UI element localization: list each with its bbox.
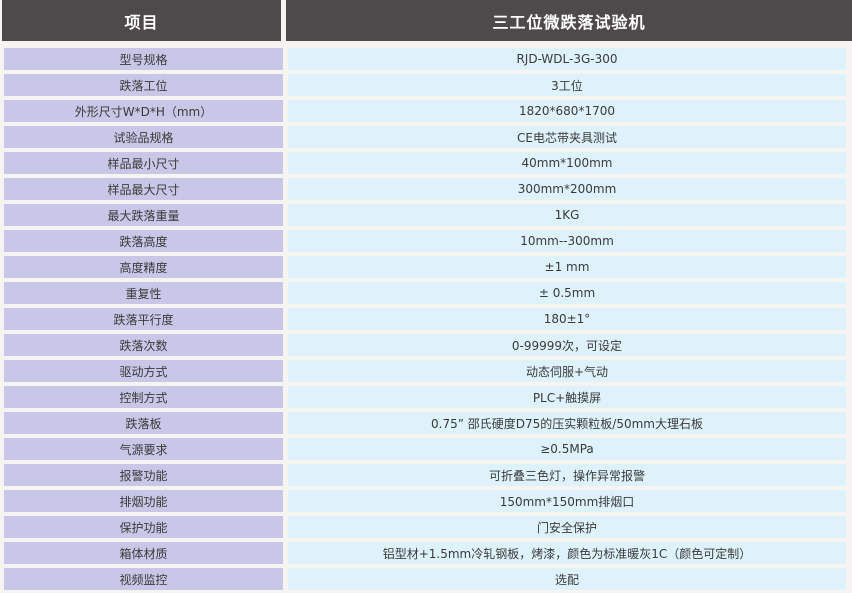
- spec-item-label: 跌落平行度: [4, 308, 283, 330]
- spec-value: 1820*680*1700: [288, 100, 846, 122]
- table-row: 箱体材质 铝型材+1.5mm冷轧钢板，烤漆，颜色为标准暖灰1C（颜色可定制）: [4, 542, 846, 564]
- spec-value: 40mm*100mm: [288, 152, 846, 174]
- table-header-row: 项目 三工位微跌落试验机: [0, 0, 852, 41]
- table-row: 试验品规格 CE电芯带夹具测试: [4, 126, 846, 148]
- spec-value: 300mm*200mm: [288, 178, 846, 200]
- spec-item-label: 跌落高度: [4, 230, 283, 252]
- spec-item-label: 驱动方式: [4, 360, 283, 382]
- spec-value: 选配: [288, 568, 846, 590]
- spec-value: CE电芯带夹具测试: [288, 126, 846, 148]
- spec-value: 150mm*150mm排烟口: [288, 490, 846, 512]
- spec-value: ± 0.5mm: [288, 282, 846, 304]
- spec-value: ±1 mm: [288, 256, 846, 278]
- spec-value: 180±1°: [288, 308, 846, 330]
- table-row: 控制方式 PLC+触摸屏: [4, 386, 846, 408]
- table-row: 重复性 ± 0.5mm: [4, 282, 846, 304]
- table-row: 视频监控 选配: [4, 568, 846, 590]
- spec-item-label: 样品最小尺寸: [4, 152, 283, 174]
- spec-value: RJD-WDL-3G-300: [288, 48, 846, 70]
- spec-value: 3工位: [288, 74, 846, 96]
- table-row: 跌落高度 10mm--300mm: [4, 230, 846, 252]
- spec-item-label: 试验品规格: [4, 126, 283, 148]
- spec-item-label: 型号规格: [4, 48, 283, 70]
- spec-item-label: 控制方式: [4, 386, 283, 408]
- spec-value: 0.75” 邵氏硬度D75的压实颗粒板/50mm大理石板: [288, 412, 846, 434]
- header-item-column: 项目: [2, 0, 281, 41]
- spec-value: 0-99999次，可设定: [288, 334, 846, 356]
- spec-item-label: 箱体材质: [4, 542, 283, 564]
- spec-item-label: 报警功能: [4, 464, 283, 486]
- table-body: 型号规格 RJD-WDL-3G-300 跌落工位 3工位 外形尺寸W*D*H（mm） 18…: [0, 48, 852, 590]
- spec-value: 动态伺服+气动: [288, 360, 846, 382]
- table-row: 样品最小尺寸 40mm*100mm: [4, 152, 846, 174]
- table-row: 跌落板 0.75” 邵氏硬度D75的压实颗粒板/50mm大理石板: [4, 412, 846, 434]
- spec-value: 门安全保护: [288, 516, 846, 538]
- spec-item-label: 最大跌落重量: [4, 204, 283, 226]
- spec-value: 1KG: [288, 204, 846, 226]
- spec-item-label: 跌落板: [4, 412, 283, 434]
- table-row: 驱动方式 动态伺服+气动: [4, 360, 846, 382]
- spec-item-label: 气源要求: [4, 438, 283, 460]
- spec-value: ≥0.5MPa: [288, 438, 846, 460]
- table-row: 保护功能 门安全保护: [4, 516, 846, 538]
- table-row: 报警功能 可折叠三色灯，操作异常报警: [4, 464, 846, 486]
- spec-value: 10mm--300mm: [288, 230, 846, 252]
- spec-value: 铝型材+1.5mm冷轧钢板，烤漆，颜色为标准暖灰1C（颜色可定制）: [288, 542, 846, 564]
- spec-item-label: 保护功能: [4, 516, 283, 538]
- table-row: 样品最大尺寸 300mm*200mm: [4, 178, 846, 200]
- table-row: 型号规格 RJD-WDL-3G-300: [4, 48, 846, 70]
- spec-item-label: 视频监控: [4, 568, 283, 590]
- table-row: 跌落工位 3工位: [4, 74, 846, 96]
- spec-item-label: 跌落次数: [4, 334, 283, 356]
- spec-item-label: 外形尺寸W*D*H（mm）: [4, 100, 283, 122]
- table-row: 跌落平行度 180±1°: [4, 308, 846, 330]
- spec-item-label: 跌落工位: [4, 74, 283, 96]
- table-row: 跌落次数 0-99999次，可设定: [4, 334, 846, 356]
- spec-item-label: 排烟功能: [4, 490, 283, 512]
- spec-value: 可折叠三色灯，操作异常报警: [288, 464, 846, 486]
- spec-item-label: 重复性: [4, 282, 283, 304]
- table-row: 高度精度 ±1 mm: [4, 256, 846, 278]
- table-row: 排烟功能 150mm*150mm排烟口: [4, 490, 846, 512]
- table-row: 气源要求 ≥0.5MPa: [4, 438, 846, 460]
- spec-item-label: 高度精度: [4, 256, 283, 278]
- spec-item-label: 样品最大尺寸: [4, 178, 283, 200]
- table-row: 最大跌落重量 1KG: [4, 204, 846, 226]
- table-row: 外形尺寸W*D*H（mm） 1820*680*1700: [4, 100, 846, 122]
- header-product-title: 三工位微跌落试验机: [286, 0, 852, 41]
- spec-value: PLC+触摸屏: [288, 386, 846, 408]
